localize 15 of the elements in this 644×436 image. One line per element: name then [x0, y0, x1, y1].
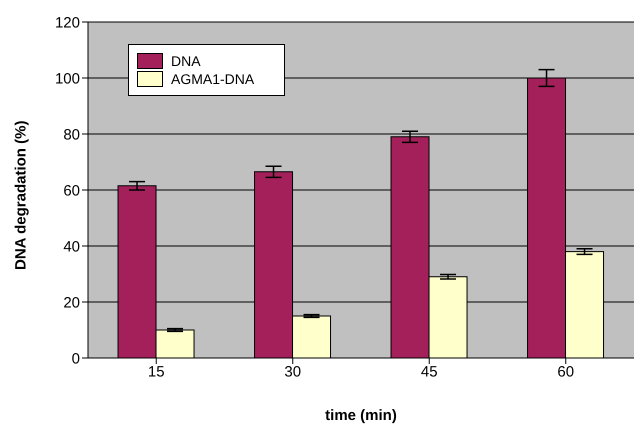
x-tick-label: 45 [420, 364, 438, 381]
y-axis-title: DNA degradation (%) [12, 120, 30, 270]
x-tick-label: 60 [557, 364, 574, 381]
legend-label: AGMA1-DNA [171, 71, 254, 87]
x-tick-label: 15 [148, 364, 165, 381]
y-tick-label: 40 [63, 238, 80, 256]
y-tick-label: 60 [63, 182, 80, 200]
y-tick-label: 0 [72, 350, 80, 368]
legend-label: DNA [171, 53, 201, 69]
y-tick-label: 120 [54, 14, 80, 32]
y-tick-label: 20 [63, 294, 80, 312]
y-tick-label: 80 [63, 126, 80, 144]
x-tick-label: 30 [284, 364, 302, 381]
y-tick-label: 100 [54, 70, 80, 88]
x-axis-title: time (min) [325, 407, 397, 424]
